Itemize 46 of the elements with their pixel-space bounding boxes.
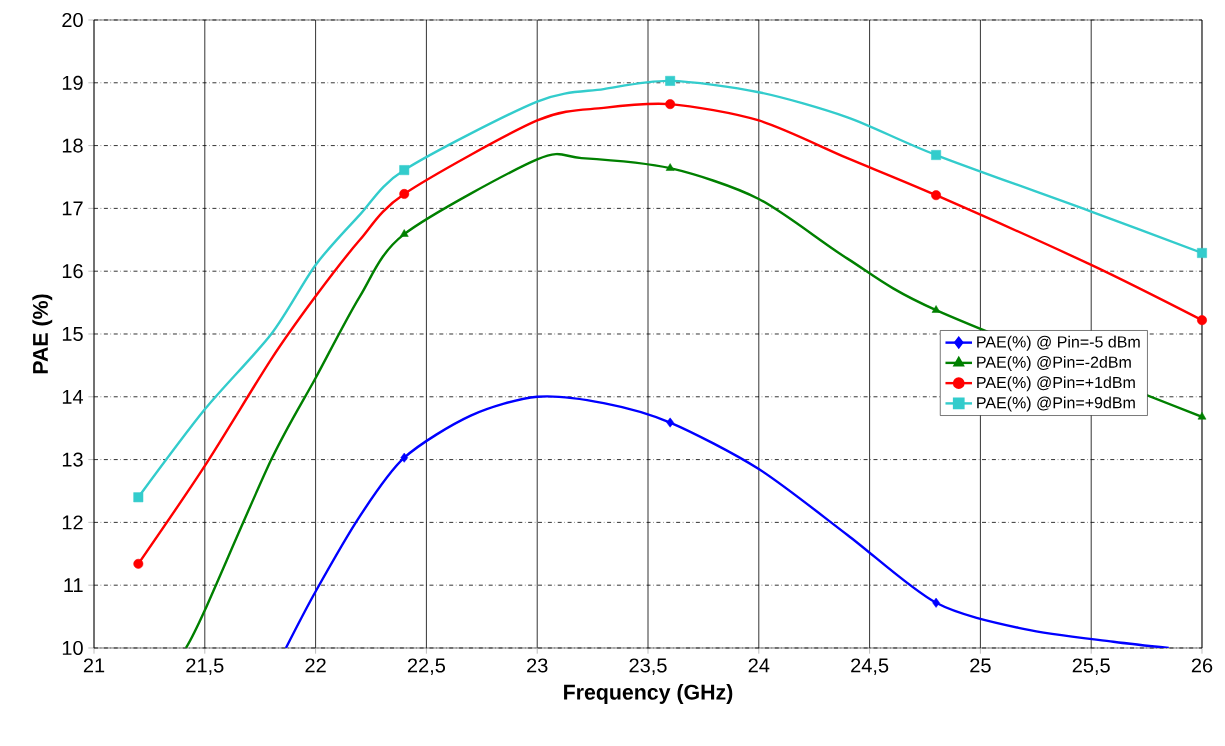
y-tick-label: 19	[62, 75, 83, 90]
point	[1197, 248, 1207, 258]
x-axis-title: Frequency (GHz)	[564, 684, 733, 704]
y-tick-label: 10	[62, 640, 83, 656]
y-tick-label: 14	[62, 389, 84, 404]
point	[399, 165, 410, 176]
x-tick-label: 25,5	[1072, 658, 1110, 675]
y-tick-label: 16	[62, 264, 83, 279]
x-tick-label: 23	[527, 658, 548, 673]
point	[665, 99, 676, 110]
x-tick-label: 22,5	[407, 658, 446, 675]
point	[1197, 411, 1207, 420]
y-tick-label: 13	[62, 452, 83, 467]
x-tick-label: 22	[305, 658, 326, 673]
x-tick-label: 21	[83, 658, 105, 673]
x-tick-label: 23,5	[629, 658, 667, 675]
point	[1197, 315, 1207, 326]
y-tick-label: 20	[62, 12, 83, 28]
point	[931, 305, 941, 313]
legend-label: PAE(%) @Pin=-2dBm	[977, 356, 1131, 371]
y-tick-label: 18	[62, 138, 83, 153]
legend-label: PAE(%) @Pin=+1dBm	[977, 376, 1135, 392]
point	[400, 452, 409, 463]
x-tick-label: 24	[748, 658, 770, 673]
x-tick-label: 26	[1191, 658, 1213, 673]
x-tick-label: 21,5	[186, 658, 224, 675]
legend-label: PAE(%) @Pin=+9dBm	[977, 396, 1135, 412]
point	[133, 492, 144, 503]
point	[665, 75, 676, 86]
point	[399, 229, 409, 237]
point	[133, 558, 144, 569]
y-tick-label: 17	[62, 201, 83, 216]
point	[931, 190, 942, 201]
x-tick-label: 25	[970, 658, 991, 673]
y-tick-label: 11	[64, 578, 83, 593]
legend-label: PAE(%) @ Pin=-5 dBm	[977, 335, 1140, 351]
point	[665, 163, 675, 171]
y-axis-title: PAE (%)	[32, 294, 53, 374]
line-series	[284, 395, 1170, 648]
point	[931, 150, 942, 160]
y-tick-label: 15	[62, 327, 83, 341]
point	[666, 417, 674, 428]
y-tick-label: 12	[62, 515, 83, 530]
point	[932, 597, 940, 608]
point	[399, 189, 410, 199]
x-tick-label: 24,5	[851, 658, 889, 675]
